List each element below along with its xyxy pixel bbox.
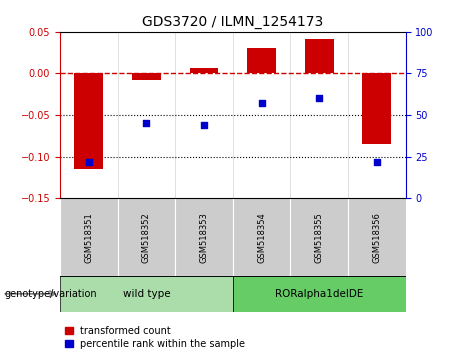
Text: GSM518354: GSM518354 [257,212,266,263]
Bar [247,48,276,74]
Bar [348,198,406,276]
Text: GSM518353: GSM518353 [200,212,208,263]
Text: GSM518355: GSM518355 [315,212,324,263]
Bar [290,198,348,276]
Bar [362,74,391,144]
Bar [233,198,290,276]
Bar [132,74,161,80]
Bar [305,39,334,74]
Bar [60,198,118,276]
Text: RORalpha1delDE: RORalpha1delDE [275,289,363,299]
Bar [189,68,219,74]
Bar [233,276,406,312]
Bar [118,198,175,276]
Bar [74,74,103,169]
Bar [60,276,233,312]
Text: genotype/variation: genotype/variation [5,289,97,299]
Legend: transformed count, percentile rank within the sample: transformed count, percentile rank withi… [65,326,245,349]
Point [142,120,150,126]
Title: GDS3720 / ILMN_1254173: GDS3720 / ILMN_1254173 [142,16,324,29]
Text: wild type: wild type [123,289,170,299]
Point [373,159,381,165]
Point [258,101,266,106]
Point [200,122,207,128]
Text: GSM518352: GSM518352 [142,212,151,263]
Bar [175,198,233,276]
Text: GSM518351: GSM518351 [84,212,93,263]
Point [85,159,92,165]
Point [315,96,323,101]
Text: GSM518356: GSM518356 [372,212,381,263]
